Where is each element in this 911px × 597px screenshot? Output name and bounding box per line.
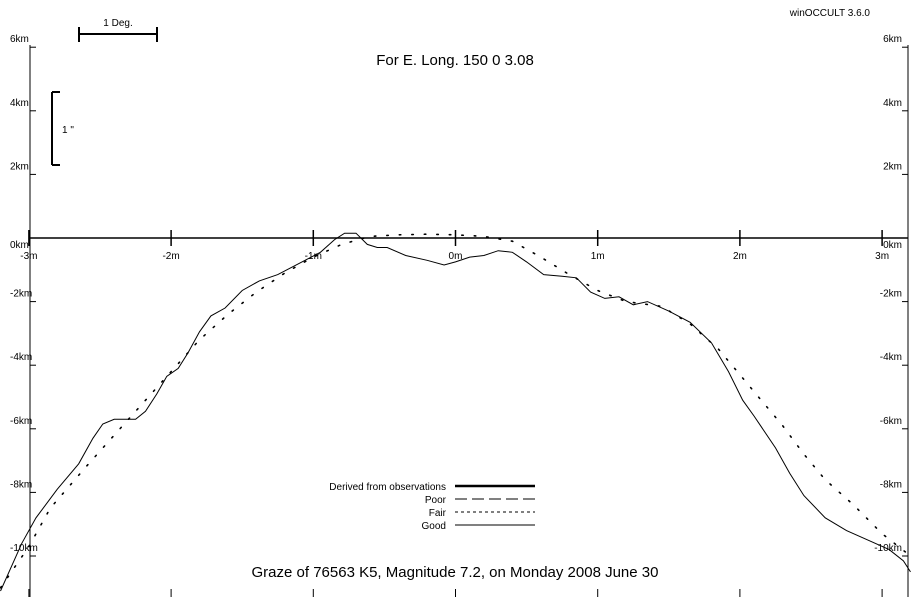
legend: Derived from observations Poor Fair Good bbox=[329, 482, 535, 532]
y-tick-label-right: -2km bbox=[880, 289, 902, 300]
lunar-limb-profile-line bbox=[0, 232, 911, 592]
y-tick-label-left: -10km bbox=[10, 543, 38, 554]
x-tick-label: -3m bbox=[20, 251, 37, 262]
x-tick-label: 3m bbox=[875, 251, 889, 262]
y-tick-label-right: 6km bbox=[883, 34, 902, 45]
y-tick-label-left: 0km bbox=[10, 240, 29, 251]
y-tick-label-right: 4km bbox=[883, 98, 902, 109]
arcsec-scale-bar: 1 " bbox=[51, 91, 74, 166]
chart-footer: Graze of 76563 K5, Magnitude 7.2, on Mon… bbox=[252, 564, 659, 581]
chart-title: For E. Long. 150 0 3.08 bbox=[376, 52, 534, 69]
app-version-label: winOCCULT 3.6.0 bbox=[789, 8, 871, 19]
y-ticks-right: 6km 4km 2km 0km -2km -4km -6km -8km -10km bbox=[874, 34, 908, 557]
y-tick-label-right: -10km bbox=[874, 543, 902, 554]
y-ticks-left: 6km 4km 2km 0km -2km -4km -6km -8km -10km bbox=[10, 34, 38, 557]
x-tick-label: 2m bbox=[733, 251, 747, 262]
y-tick-label-left: 4km bbox=[10, 98, 29, 109]
y-tick-label-right: 2km bbox=[883, 161, 902, 172]
legend-label: Derived from observations bbox=[329, 482, 446, 493]
scale-bar-label: 1 Deg. bbox=[103, 18, 132, 29]
y-tick-label-right: -4km bbox=[880, 352, 902, 363]
y-tick-label-right: 0km bbox=[883, 240, 902, 251]
x-tick-label: -2m bbox=[162, 251, 179, 262]
legend-label: Good bbox=[422, 521, 446, 532]
y-tick-label-left: -2km bbox=[10, 289, 32, 300]
legend-label: Fair bbox=[429, 508, 447, 519]
y-tick-label-left: -4km bbox=[10, 352, 32, 363]
y-tick-label-left: -8km bbox=[10, 479, 32, 490]
x-tick-label: 1m bbox=[591, 251, 605, 262]
axes bbox=[29, 45, 909, 597]
y-tick-label-right: -8km bbox=[880, 479, 902, 490]
x-ticks-bottom bbox=[28, 589, 883, 597]
y-tick-label-left: 2km bbox=[10, 161, 29, 172]
y-tick-label-left: 6km bbox=[10, 34, 29, 45]
series-group bbox=[0, 232, 911, 592]
legend-label: Poor bbox=[425, 495, 447, 506]
degree-scale-bar: 1 Deg. bbox=[78, 18, 158, 42]
y-tick-label-left: -6km bbox=[10, 416, 32, 427]
arcsec-label: 1 " bbox=[62, 125, 74, 136]
x-tick-label: 0m bbox=[449, 251, 463, 262]
y-tick-label-right: -6km bbox=[880, 416, 902, 427]
